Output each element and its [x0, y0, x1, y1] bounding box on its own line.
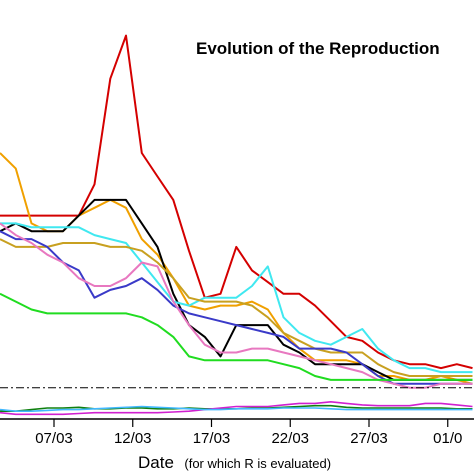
series-line-5 — [0, 238, 473, 377]
x-axis-label-main: Date — [138, 453, 174, 472]
x-tick-label: 12/03 — [114, 430, 152, 447]
x-axis-label: Date (for which R is evaluated) — [138, 453, 331, 472]
series-line-4 — [0, 222, 473, 374]
series-line-11 — [0, 405, 473, 413]
x-tick-label: 07/03 — [35, 430, 73, 447]
x-tick-label: 01/0 — [433, 430, 462, 447]
chart-title: Evolution of the Reproduction — [196, 39, 440, 58]
x-tick-label: 27/03 — [350, 430, 388, 447]
series-layer — [0, 34, 473, 416]
series-line-7 — [0, 222, 473, 389]
x-tick-label: 22/03 — [271, 430, 309, 447]
x-axis-label-note: (for which R is evaluated) — [184, 456, 331, 471]
series-line-1 — [0, 34, 473, 370]
x-tick-label: 17/03 — [193, 430, 231, 447]
series-line-8 — [0, 292, 473, 381]
series-line-10 — [0, 400, 473, 416]
x-axis-ticks: 07/03 12/03 17/03 22/03 27/03 01/0 — [35, 419, 462, 447]
series-line-2 — [0, 152, 473, 385]
